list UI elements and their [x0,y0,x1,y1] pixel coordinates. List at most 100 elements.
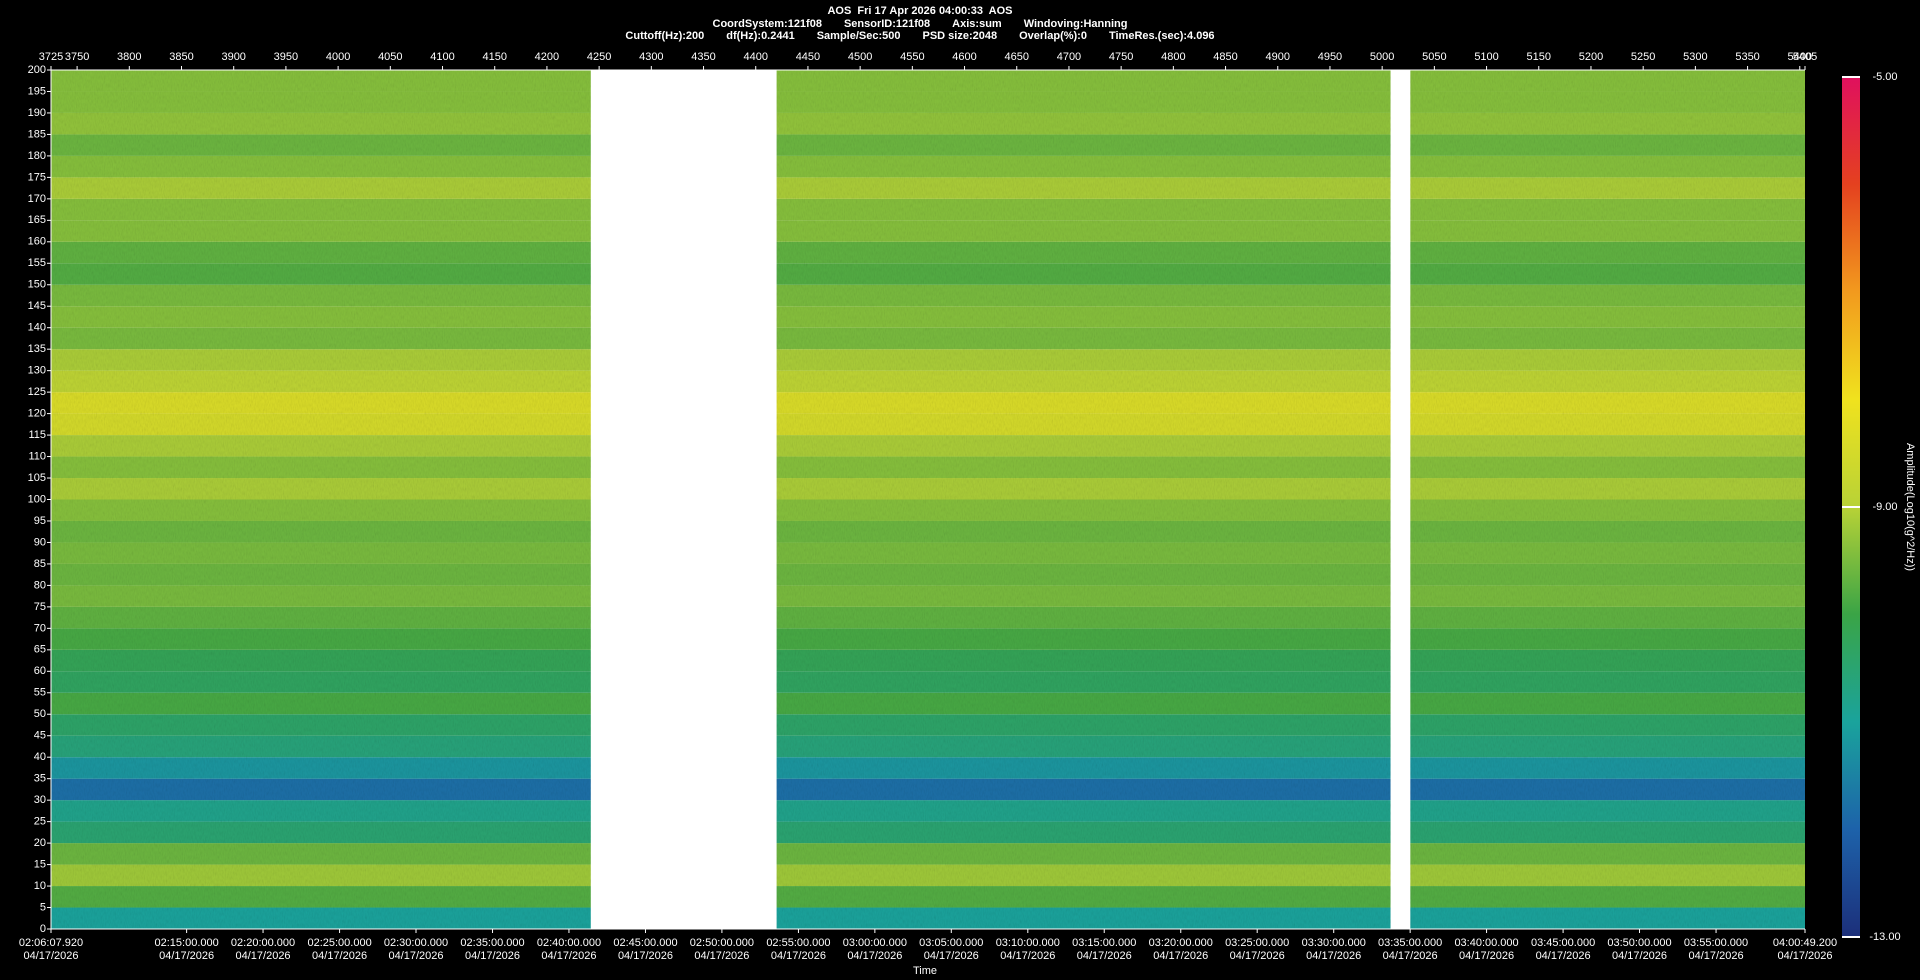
y-tick-label: 65 [34,644,46,656]
y-tick-label: 75 [34,601,46,613]
time-tick-date: 04/17/2026 [312,950,367,962]
time-tick-date: 04/17/2026 [159,950,214,962]
y-tick-label: 20 [34,837,46,849]
y-tick-label: 115 [28,429,46,441]
y-tick-label: 195 [28,85,46,97]
time-tick-label: 03:30:00.000 [1302,937,1366,949]
x-tick-label: 3725 [39,51,63,63]
time-tick-label: 03:55:00.000 [1684,937,1748,949]
time-tick-label: 03:10:00.000 [996,937,1060,949]
time-tick-label: 02:25:00.000 [307,937,371,949]
y-tick-label: 145 [28,300,46,312]
time-tick-label: 02:06:07.920 [19,937,83,949]
x-tick-label: 4450 [796,51,820,63]
y-tick-label: 100 [28,493,46,505]
y-tick-label: 60 [34,665,46,677]
y-tick-label: 125 [28,386,46,398]
x-tick-label: 4400 [743,51,767,63]
time-tick-date: 04/17/2026 [1230,950,1285,962]
time-tick-date: 04/17/2026 [1306,950,1361,962]
x-tick-label: 4150 [482,51,506,63]
time-tick-label: 02:40:00.000 [537,937,601,949]
time-tick-date: 04/17/2026 [236,950,291,962]
time-tick-label: 02:45:00.000 [613,937,677,949]
time-tick-label: 04:00:49.200 [1773,937,1837,949]
y-tick-label: 135 [28,343,46,355]
time-tick-date: 04/17/2026 [924,950,979,962]
time-tick-date: 04/17/2026 [1459,950,1514,962]
x-tick-label: 5000 [1370,51,1394,63]
x-tick-label: 3950 [274,51,298,63]
x-tick-label: 4850 [1213,51,1237,63]
y-tick-label: 140 [28,322,46,334]
time-tick-label: 02:35:00.000 [460,937,524,949]
x-tick-label: 4200 [535,51,559,63]
y-tick-label: 165 [28,214,46,226]
x-tick-label: 4300 [639,51,663,63]
info-item: PSD size:2048 [922,30,998,42]
time-tick-label: 03:15:00.000 [1072,937,1136,949]
x-tick-label: 5100 [1474,51,1498,63]
y-tick-label: 180 [28,150,46,162]
info-item: Axis:sum [952,18,1002,30]
info-item: Sample/Sec:500 [816,30,901,42]
x-tick-label: 4250 [587,51,611,63]
y-tick-label: 35 [34,773,46,785]
info-item: Cuttoff(Hz):200 [625,30,705,42]
time-tick-label: 03:35:00.000 [1378,937,1442,949]
x-tick-label: 5350 [1735,51,1759,63]
y-tick-label: 105 [28,472,46,484]
x-tick-label: 3750 [65,51,89,63]
x-tick-label: 4600 [952,51,976,63]
time-tick-date: 04/17/2026 [465,950,520,962]
time-tick-date: 04/17/2026 [541,950,596,962]
time-tick-date: 04/17/2026 [1077,950,1132,962]
header-title: AOS Fri 17 Apr 2026 04:00:33 AOS [0,5,1840,17]
texture [776,70,1391,929]
info-item: TimeRes.(sec):4.096 [1108,30,1215,42]
x-tick-label: 5405 [1793,51,1817,63]
y-tick-label: 0 [40,923,46,935]
y-tick-label: 45 [34,730,46,742]
y-tick-label: 5 [40,901,46,913]
y-tick-label: 190 [28,107,46,119]
y-tick-label: 155 [28,257,46,269]
x-tick-label: 4100 [430,51,454,63]
colorbar-tick-label: -9.00 [1872,501,1897,513]
y-tick-label: 185 [28,128,46,140]
x-tick-label: 4750 [1109,51,1133,63]
x-tick-label: 4550 [900,51,924,63]
texture [51,70,591,929]
colorbar-tick-label: -5.00 [1872,71,1897,83]
x-tick-label: 5200 [1579,51,1603,63]
y-tick-label: 120 [28,408,46,420]
time-tick-date: 04/17/2026 [618,950,673,962]
x-tick-label: 4700 [1057,51,1081,63]
x-tick-label: 4900 [1266,51,1290,63]
x-tick-label: 4350 [691,51,715,63]
x-tick-label: 5400 [1788,51,1812,63]
time-tick-label: 02:30:00.000 [384,937,448,949]
time-tick-date: 04/17/2026 [388,950,443,962]
x-tick-label: 4050 [378,51,402,63]
colorbar-label: Amplitude(Log10(g^2/Hz)) [1904,443,1916,571]
info-item: CoordSystem:121f08 [712,18,822,30]
y-tick-label: 110 [28,450,46,462]
time-tick-date: 04/17/2026 [694,950,749,962]
time-tick-label: 03:45:00.000 [1531,937,1595,949]
time-tick-date: 04/17/2026 [1777,950,1832,962]
y-tick-label: 70 [34,622,46,634]
time-tick-date: 04/17/2026 [1383,950,1438,962]
info-line: CoordSystem:121f08 SensorID:121f08 Axis:su… [0,18,1840,30]
y-tick-label: 40 [34,751,46,763]
time-tick-date: 04/17/2026 [1000,950,1055,962]
y-tick-label: 85 [34,558,46,570]
info-item: Windoving:Hanning [1023,18,1128,30]
x-tick-label: 3800 [117,51,141,63]
x-tick-label: 4950 [1318,51,1342,63]
info-item: df(Hz):0.2441 [726,30,795,42]
y-tick-label: 50 [34,708,46,720]
time-tick-label: 03:00:00.000 [843,937,907,949]
x-tick-label: 5150 [1527,51,1551,63]
